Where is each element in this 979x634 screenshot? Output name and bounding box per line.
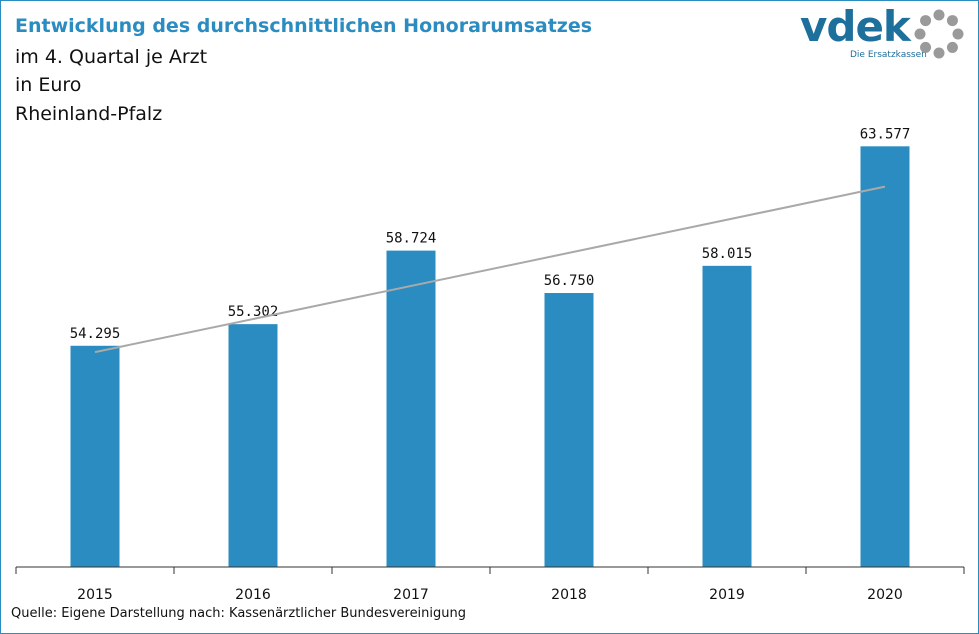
bar-2018 [544, 293, 594, 567]
data-label-2019: 58.015 [702, 246, 753, 262]
bar-2019 [702, 265, 752, 567]
logo-ring-dot [946, 41, 958, 53]
x-tick-label-2016: 2016 [235, 587, 271, 603]
data-label-2018: 56.750 [544, 273, 595, 289]
data-label-2017: 58.724 [386, 231, 437, 247]
source-note: Quelle: Eigene Darstellung nach: Kassenä… [11, 606, 467, 621]
bar-2015 [70, 345, 120, 567]
x-tick-label-2019: 2019 [709, 587, 745, 603]
chart-title: Entwicklung des durchschnittlichen Honor… [15, 15, 593, 37]
logo-ring-dot [914, 28, 926, 40]
x-tick-label-2017: 2017 [393, 587, 429, 603]
bar-2020 [860, 146, 910, 567]
logo-ring-dot [920, 15, 932, 27]
logo-tagline: Die Ersatzkassen [850, 50, 927, 60]
data-label-2020: 63.577 [860, 126, 911, 142]
x-tick-label-2020: 2020 [867, 587, 903, 603]
data-label-2015: 54.295 [70, 326, 121, 342]
x-tick-label-2018: 2018 [551, 587, 587, 603]
logo-ring-dot [952, 28, 964, 40]
x-tick-label-2015: 2015 [77, 587, 113, 603]
logo-ring-dot [933, 9, 945, 21]
logo-ring-icon [914, 9, 964, 59]
logo-wordmark: vdek [800, 2, 911, 51]
chart-subtitle-line-3: Rheinland-Pfalz [15, 103, 163, 125]
trend-line [94, 185, 886, 354]
chart-subtitle-line-2: in Euro [15, 74, 82, 96]
bar-2017 [386, 250, 436, 567]
logo-ring-dot [920, 41, 932, 53]
vdek-logo: vdek Die Ersatzkassen [800, 2, 970, 64]
logo-ring-dot [933, 47, 945, 59]
bar-2016 [228, 324, 278, 567]
logo-ring-dot [946, 15, 958, 27]
chart-subtitle-line-1: im 4. Quartal je Arzt [15, 46, 208, 68]
data-label-2016: 55.302 [228, 304, 279, 320]
